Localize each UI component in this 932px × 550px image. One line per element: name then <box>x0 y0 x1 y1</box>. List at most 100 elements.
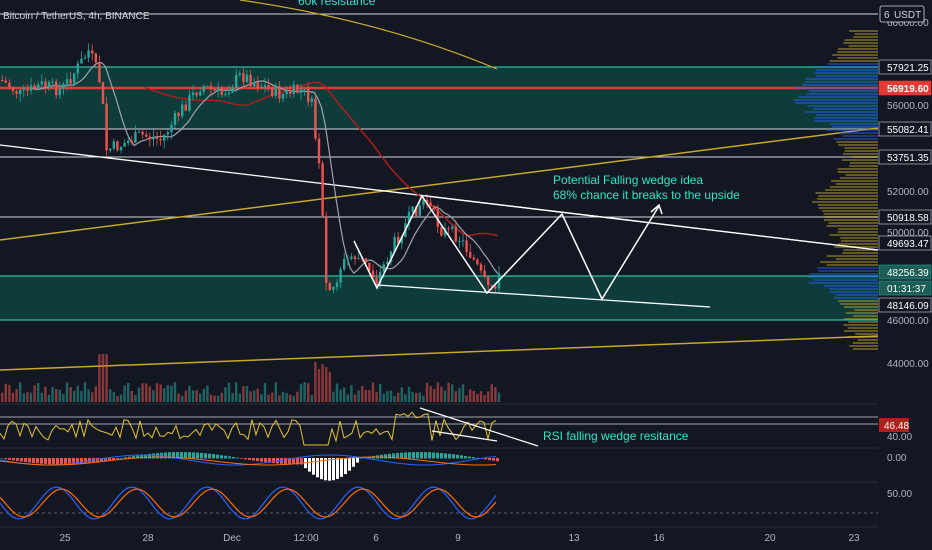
candle-body <box>235 74 238 88</box>
volume-profile-bar <box>855 333 878 335</box>
candle-body <box>217 88 220 91</box>
candle-body <box>310 98 313 102</box>
volume-profile-bar <box>829 186 878 188</box>
candle-body <box>33 85 36 89</box>
candle-body <box>145 134 148 137</box>
macd-bar <box>244 458 247 460</box>
volume-bar <box>8 385 11 402</box>
volume-profile-bar <box>807 105 878 107</box>
macd-bar <box>176 452 179 459</box>
volume-bar <box>94 386 97 402</box>
macd-bar <box>100 458 103 462</box>
volume-profile <box>793 30 878 350</box>
macd-bar <box>428 452 431 459</box>
candle-body <box>47 81 51 88</box>
volume-bar <box>469 389 472 402</box>
macd-bar <box>296 458 299 465</box>
candle-body <box>371 270 375 278</box>
volume-bar <box>260 394 263 402</box>
volume-bar <box>332 391 335 402</box>
volume-bar <box>447 382 450 402</box>
volume-profile-bar <box>854 33 878 35</box>
candle-body <box>11 87 15 92</box>
macd-bar <box>352 458 355 467</box>
macd-bar <box>204 453 207 459</box>
macd-bar <box>340 458 343 477</box>
candle-body <box>433 206 436 210</box>
candle-body <box>393 236 396 252</box>
macd-bar <box>468 456 471 459</box>
volume-bar <box>33 385 36 402</box>
volume-profile-bar <box>802 84 878 86</box>
candle-body <box>461 240 465 242</box>
volume-profile-bar <box>804 81 878 83</box>
volume-bar <box>386 391 389 402</box>
macd-bar <box>432 452 435 459</box>
volume-bar <box>425 382 429 402</box>
macd-bar <box>344 458 347 475</box>
grey-moving-average <box>29 62 499 275</box>
volume-profile-bar <box>838 144 878 146</box>
price-axis[interactable]: 60000.00 56000.00 52000.00 50000.00 46000.00… <box>878 18 932 500</box>
candle-body <box>134 131 137 143</box>
candle-body <box>238 73 241 75</box>
macd-bar <box>392 453 395 459</box>
candle-body <box>116 141 119 151</box>
volume-profile-bar <box>849 162 878 164</box>
volume-bar <box>487 391 490 402</box>
candle-body <box>191 92 195 96</box>
stoch-k-line <box>0 486 497 520</box>
volume-profile-bar <box>829 60 878 62</box>
volume-profile-bar <box>840 237 878 239</box>
macd-bar <box>268 458 271 463</box>
candle-body <box>245 74 249 82</box>
volume-bar <box>220 392 223 402</box>
volume-profile-bar <box>805 78 878 80</box>
volume-bar <box>231 393 234 402</box>
price-level-label: 48146.09 <box>887 301 929 312</box>
currency-badge[interactable] <box>879 5 925 23</box>
volume-bar <box>238 393 241 402</box>
resistance-zone <box>0 67 878 129</box>
volume-profile-bar <box>853 315 878 317</box>
volume-bar <box>217 395 220 402</box>
candle-body <box>4 80 7 83</box>
macd-bar <box>224 455 227 459</box>
volume-profile-bar <box>829 291 878 293</box>
candle-body <box>195 92 198 96</box>
macd-bar <box>172 452 175 459</box>
volume-bar <box>55 389 58 402</box>
volume-profile-bar <box>841 240 878 242</box>
time-tick: 28 <box>142 533 154 544</box>
volume-profile-bar <box>835 258 878 260</box>
volume-bar <box>418 392 421 402</box>
candle-body <box>289 90 292 94</box>
volume-bar <box>173 382 177 402</box>
price-level-label: 49693.47 <box>887 239 929 250</box>
macd-bar <box>60 458 63 465</box>
price-level-label: 57921.25 <box>887 63 929 74</box>
macd-bar <box>456 454 459 459</box>
candle-body <box>400 236 403 244</box>
volume-bar <box>181 395 184 402</box>
volume-profile-bar <box>823 219 878 221</box>
volume-bar <box>343 387 346 402</box>
macd-bar <box>48 458 51 465</box>
price-level-tag <box>878 280 932 296</box>
candle-body <box>173 113 177 125</box>
volume-profile-bar <box>834 138 878 140</box>
macd-bar <box>228 456 231 459</box>
volume-bar <box>400 387 403 402</box>
macd-bar <box>12 458 15 461</box>
volume-profile-bar <box>818 270 878 272</box>
macd-bar <box>384 454 387 459</box>
candle-body <box>490 285 493 287</box>
candle-body <box>479 264 483 271</box>
volume-profile-bar <box>843 324 878 326</box>
macd-bar <box>252 458 255 461</box>
volume-bar <box>472 390 475 402</box>
candle-body <box>65 79 69 84</box>
candle-body <box>177 113 180 117</box>
macd-bar <box>240 458 243 459</box>
